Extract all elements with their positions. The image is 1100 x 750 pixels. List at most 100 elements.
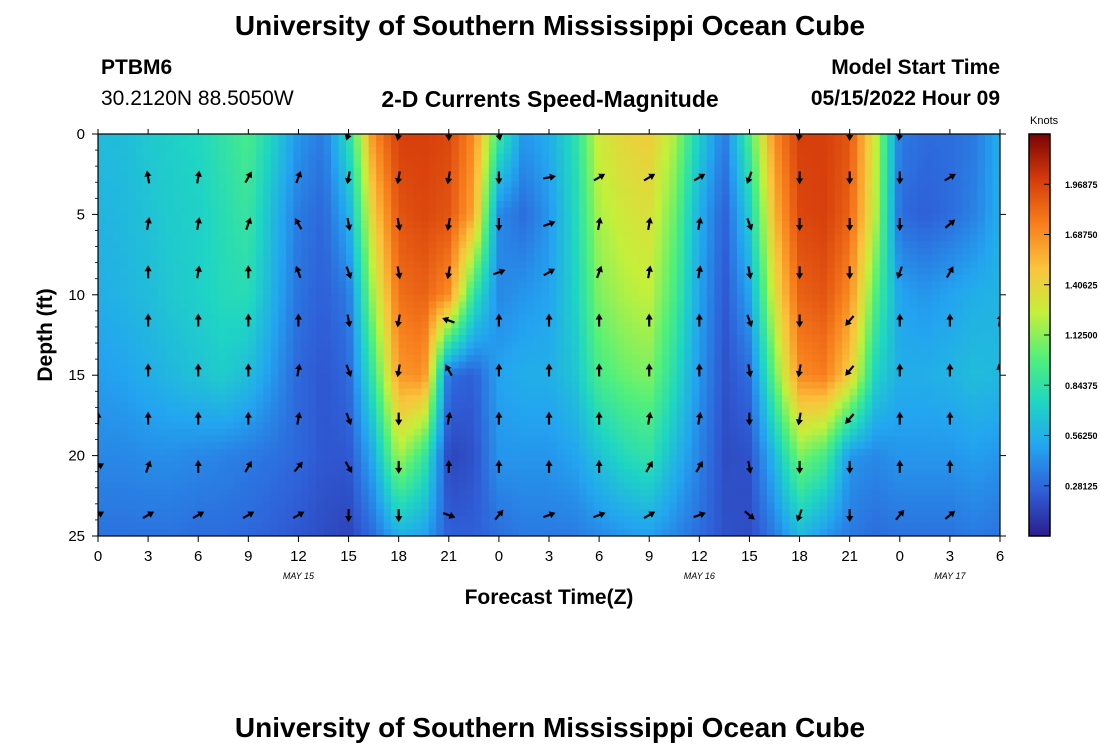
heatmap-cell [368,274,377,282]
heatmap-cell [684,388,693,396]
heatmap-cell [428,281,437,289]
heatmap-cell [549,180,558,189]
heatmap-cell [293,408,302,416]
heatmap-cell [744,321,753,329]
heatmap-cell [488,314,497,323]
heatmap-cell [128,207,137,215]
heatmap-cell [601,321,610,329]
heatmap-cell [751,301,761,309]
heatmap-cell [98,207,107,215]
heatmap-cell [165,187,174,195]
heatmap-cell [323,341,332,349]
heatmap-cell [932,134,941,142]
heatmap-cell [639,381,648,390]
heatmap-cell [511,308,520,316]
heatmap-cell [293,214,302,222]
heatmap-cell [939,368,948,376]
heatmap-cell [624,328,633,336]
heatmap-cell [827,368,836,376]
heatmap-cell [631,314,640,323]
heatmap-cell [887,274,896,282]
heatmap-cell [624,314,633,323]
heatmap-cell [872,335,881,343]
heatmap-cell [924,368,933,376]
heatmap-cell [285,301,295,309]
heatmap-cell [729,268,738,276]
heatmap-cell [729,261,738,269]
heatmap-cell [714,368,723,376]
heatmap-cell [849,201,858,209]
heatmap-cell [759,221,768,229]
heatmap-cell [248,388,257,396]
heatmap-cell [797,381,806,390]
heatmap-cell [488,174,497,182]
heatmap-cell [391,167,400,175]
heatmap-cell [624,194,633,202]
heatmap-cell [451,321,460,329]
heatmap-cell [706,214,715,222]
heatmap-cell [518,388,528,396]
heatmap-cell [413,254,422,262]
heatmap-cell [631,241,640,249]
heatmap-cell [346,174,355,182]
heatmap-cell [684,395,693,403]
heatmap-cell [699,167,708,175]
heatmap-cell [571,214,580,222]
heatmap-cell [691,207,700,215]
heatmap-cell [353,395,362,403]
heatmap-cell [443,294,452,303]
heatmap-cell [361,321,370,329]
heatmap-cell [346,328,355,336]
heatmap-cell [977,174,986,182]
heatmap-cell [406,348,415,356]
heatmap-cell [451,214,460,222]
heatmap-cell [270,274,279,282]
heatmap-cell [661,388,670,396]
heatmap-cell [451,247,460,256]
heatmap-cell [331,375,340,383]
heatmap-cell [368,395,377,403]
heatmap-cell [932,294,941,303]
heatmap-cell [203,154,212,162]
heatmap-cell [436,241,445,249]
heatmap-cell [834,214,843,222]
heatmap-cell [736,308,746,316]
heatmap-cell [443,361,452,370]
heatmap-cell [586,375,595,383]
heatmap-cell [98,214,107,222]
heatmap-cell [962,207,971,215]
heatmap-cell [924,314,933,323]
heatmap-cell [406,308,415,316]
heatmap-cell [406,368,415,376]
heatmap-cell [203,227,212,236]
heatmap-cell [300,234,310,242]
heatmap-cell [180,321,189,329]
heatmap-cell [909,167,918,175]
heatmap-cell [977,274,986,282]
heatmap-cell [812,341,821,349]
heatmap-cell [624,368,633,376]
heatmap-cell [383,355,392,363]
heatmap-cell [376,348,385,356]
heatmap-cell [804,241,813,249]
heatmap-cell [819,355,828,363]
heatmap-cell [203,274,212,282]
heatmap-cell [932,402,941,410]
heatmap-cell [503,207,513,215]
heatmap-cell [579,167,588,175]
heatmap-cell [428,368,437,376]
heatmap-cell [135,294,144,303]
heatmap-cell [338,321,347,329]
heatmap-cell [240,180,249,189]
heatmap-cell [729,174,738,182]
heatmap-cell [496,361,505,370]
heatmap-cell [240,395,249,403]
heatmap-cell [180,268,189,276]
heatmap-cell [887,388,896,396]
heatmap-cell [556,321,565,329]
heatmap-cell [300,274,310,282]
heatmap-cell [331,328,340,336]
heatmap-cell [804,261,813,269]
heatmap-cell [165,375,174,383]
heatmap-cell [188,328,197,336]
